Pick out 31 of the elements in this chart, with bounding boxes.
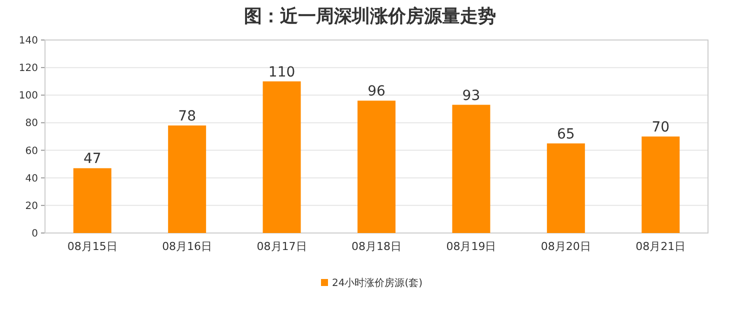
x-tick-label: 08月21日 <box>636 240 686 253</box>
x-tick-label: 08月16日 <box>162 240 212 253</box>
data-label: 70 <box>652 120 670 136</box>
x-tick-label: 08月17日 <box>256 240 307 253</box>
bar <box>642 136 680 233</box>
bar <box>73 168 112 233</box>
y-tick-label: 80 <box>25 118 38 130</box>
data-label: 78 <box>178 108 196 124</box>
bar <box>546 143 585 233</box>
x-tick-label: 08月18日 <box>352 240 402 253</box>
data-label: 65 <box>557 126 575 142</box>
y-tick-label: 100 <box>18 90 38 102</box>
data-label: 93 <box>462 88 480 104</box>
legend-label: 24小时涨价房源(套) <box>332 277 423 289</box>
chart-title: 图：近一周深圳涨价房源量走势 <box>244 6 496 27</box>
data-label: 47 <box>83 151 102 168</box>
bar <box>358 100 396 233</box>
bar <box>452 104 490 233</box>
y-tick-label: 140 <box>18 36 38 46</box>
data-label: 110 <box>268 64 296 80</box>
y-tick-label: 0 <box>32 228 38 240</box>
y-tick-label: 40 <box>25 173 38 184</box>
bar <box>262 81 301 233</box>
x-tick-label: 08月20日 <box>540 240 591 253</box>
x-tick-label: 08月15日 <box>67 240 118 253</box>
y-tick-label: 120 <box>18 63 38 74</box>
data-label: 96 <box>368 84 386 100</box>
y-tick-label: 60 <box>25 146 38 157</box>
bar <box>168 125 206 233</box>
x-tick-label: 08月19日 <box>446 240 496 253</box>
y-tick-label: 20 <box>25 200 38 212</box>
